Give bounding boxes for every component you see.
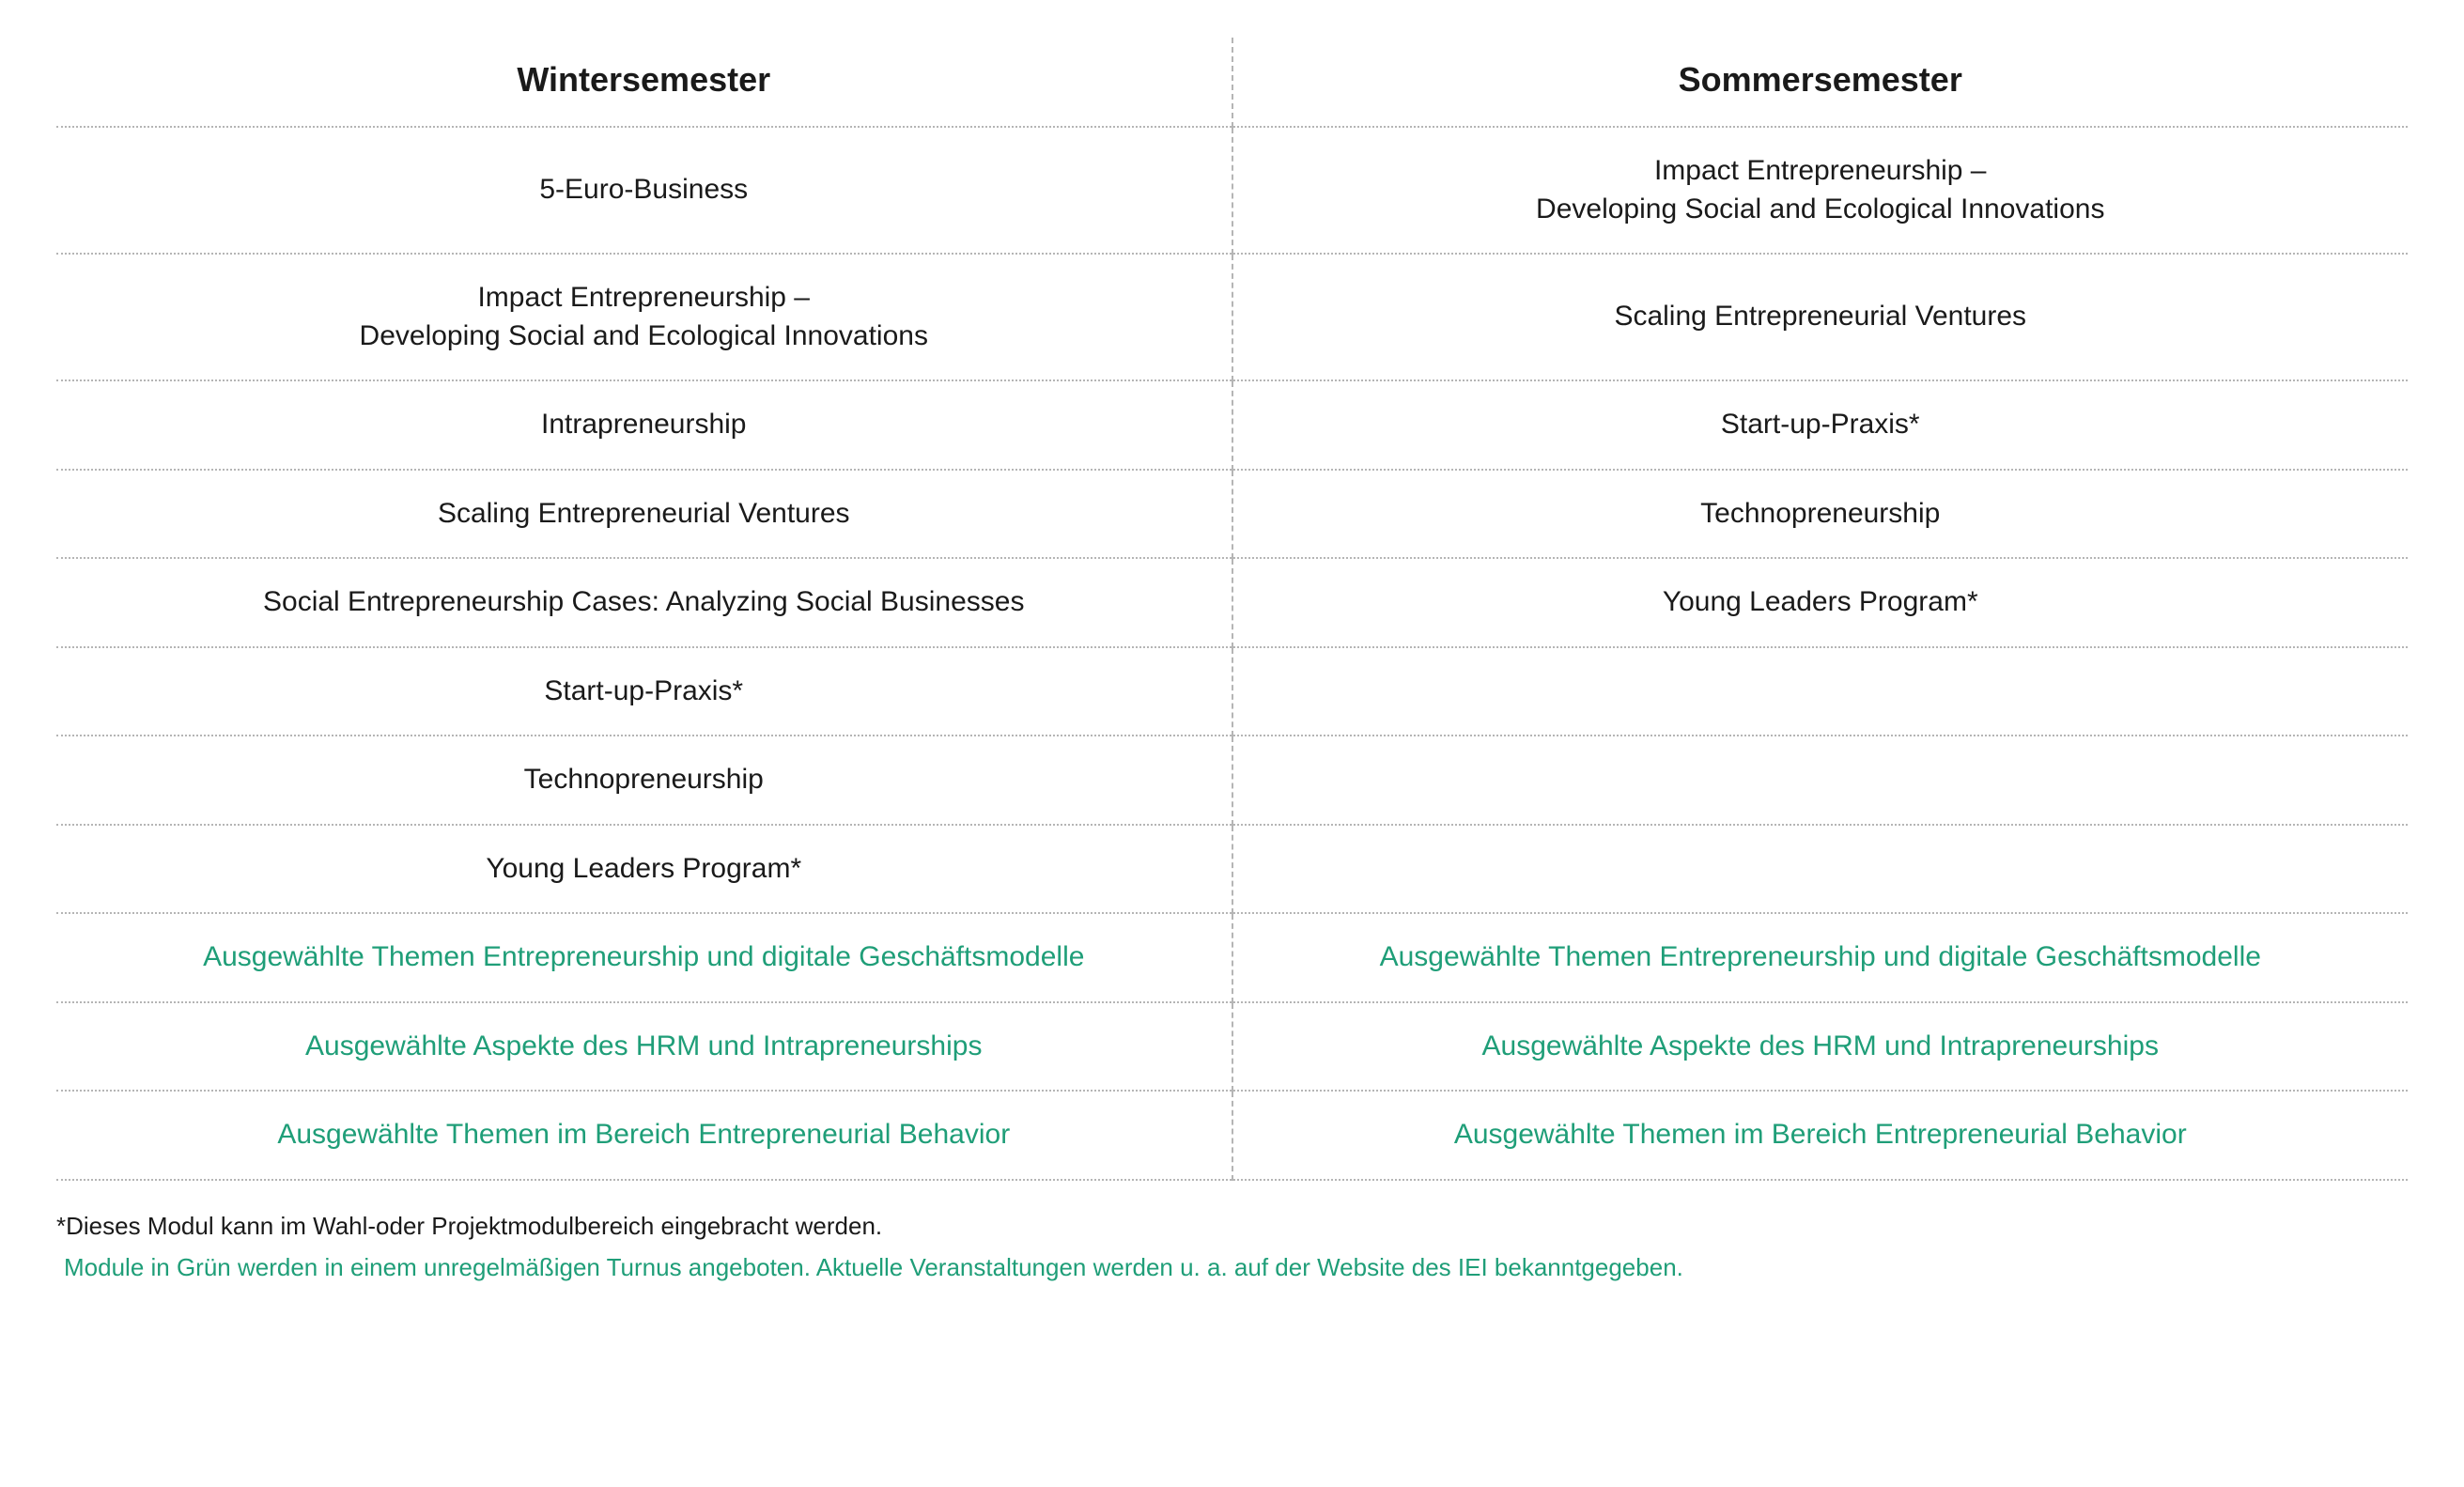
cell-winter: Intrapreneurship [56,380,1232,470]
footnotes: *Dieses Modul kann im Wahl-oder Projektm… [56,1207,2408,1287]
cell-winter: Social Entrepreneurship Cases: Analyzing… [56,558,1232,647]
cell-summer: Ausgewählte Aspekte des HRM und Intrapre… [1232,1002,2409,1092]
cell-winter: Ausgewählte Themen Entrepreneurship und … [56,913,1232,1002]
table-row: Ausgewählte Themen im Bereich Entreprene… [56,1091,2408,1180]
cell-summer: Ausgewählte Themen im Bereich Entreprene… [1232,1091,2409,1180]
column-header-summer: Sommersemester [1232,38,2409,127]
cell-summer [1232,825,2409,914]
table-row: Ausgewählte Themen Entrepreneurship und … [56,913,2408,1002]
cell-summer: Start-up-Praxis* [1232,380,2409,470]
table-row: Impact Entrepreneurship – Developing Soc… [56,254,2408,380]
table-header-row: Wintersemester Sommersemester [56,38,2408,127]
table-row: Technopreneurship [56,736,2408,825]
cell-winter: Impact Entrepreneurship – Developing Soc… [56,254,1232,380]
cell-winter: Ausgewählte Themen im Bereich Entreprene… [56,1091,1232,1180]
table-row: Social Entrepreneurship Cases: Analyzing… [56,558,2408,647]
cell-winter: Ausgewählte Aspekte des HRM und Intrapre… [56,1002,1232,1092]
cell-winter: Technopreneurship [56,736,1232,825]
cell-winter: Young Leaders Program* [56,825,1232,914]
page: Wintersemester Sommersemester 5-Euro-Bus… [0,0,2464,1342]
table-row: Ausgewählte Aspekte des HRM und Intrapre… [56,1002,2408,1092]
table-row: Young Leaders Program* [56,825,2408,914]
cell-winter: Scaling Entrepreneurial Ventures [56,470,1232,559]
cell-summer: Impact Entrepreneurship – Developing Soc… [1232,127,2409,254]
table-body: 5-Euro-BusinessImpact Entrepreneurship –… [56,127,2408,1180]
column-header-winter: Wintersemester [56,38,1232,127]
table-row: Scaling Entrepreneurial VenturesTechnopr… [56,470,2408,559]
cell-summer: Young Leaders Program* [1232,558,2409,647]
cell-summer: Ausgewählte Themen Entrepreneurship und … [1232,913,2409,1002]
footnote-green-modules: Module in Grün werden in einem unregelmä… [56,1248,2408,1286]
cell-summer: Technopreneurship [1232,470,2409,559]
cell-summer: Scaling Entrepreneurial Ventures [1232,254,2409,380]
footnote-asterisk: *Dieses Modul kann im Wahl-oder Projektm… [56,1207,2408,1245]
cell-summer [1232,647,2409,736]
cell-winter: Start-up-Praxis* [56,647,1232,736]
table-header: Wintersemester Sommersemester [56,38,2408,127]
cell-winter: 5-Euro-Business [56,127,1232,254]
table-row: 5-Euro-BusinessImpact Entrepreneurship –… [56,127,2408,254]
table-row: Start-up-Praxis* [56,647,2408,736]
cell-summer [1232,736,2409,825]
semester-modules-table: Wintersemester Sommersemester 5-Euro-Bus… [56,38,2408,1181]
table-row: IntrapreneurshipStart-up-Praxis* [56,380,2408,470]
